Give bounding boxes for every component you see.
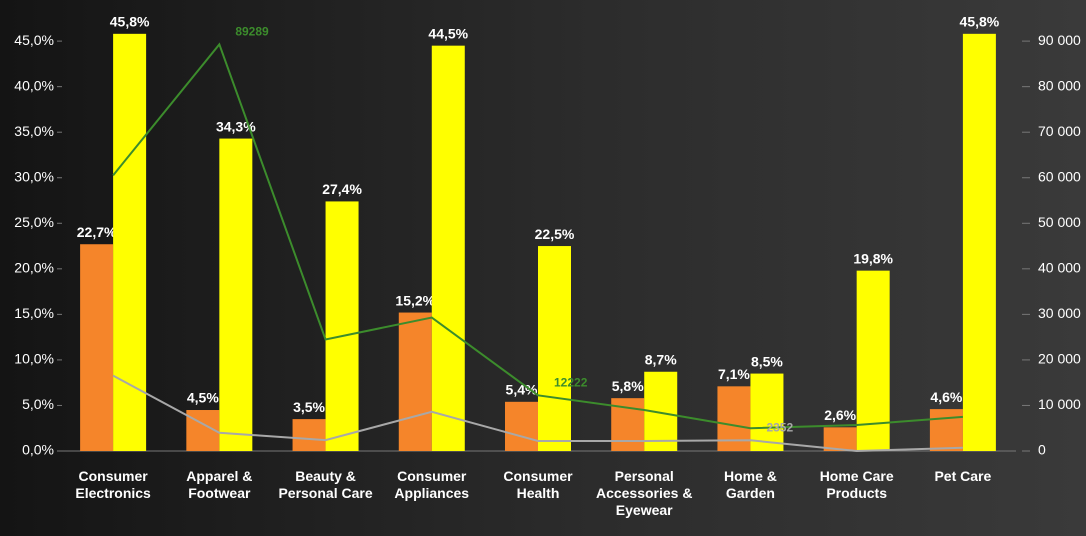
x-tick-label: Consumer Electronics <box>75 468 151 501</box>
value-label: 2,6% <box>824 407 856 423</box>
bar <box>113 33 147 451</box>
bar <box>292 419 326 451</box>
bar <box>962 33 996 451</box>
y2-tick-label: 80 000 <box>1038 77 1081 93</box>
x-tick-label: Consumer Health <box>503 468 573 501</box>
value-label: 4,5% <box>187 390 219 406</box>
value-label: 3,5% <box>293 399 325 415</box>
y-tick-label: 10,0% <box>14 351 54 367</box>
bar <box>823 427 857 451</box>
y2-tick-label: 10 000 <box>1038 396 1081 412</box>
x-tick-label: Consumer Appliances <box>394 468 470 501</box>
y2-tick-label: 0 <box>1038 442 1046 458</box>
y2-tick-label: 60 000 <box>1038 168 1081 184</box>
bar <box>431 45 465 451</box>
bar <box>538 246 571 451</box>
value-label: 4,6% <box>930 389 962 405</box>
y2-tick-label: 50 000 <box>1038 214 1081 230</box>
x-tick-label: Home Care Products <box>819 468 894 501</box>
value-label: 45,8% <box>960 14 1000 30</box>
x-tick-label: Home & Garden <box>723 468 777 501</box>
x-tick-label: Pet Care <box>934 468 992 484</box>
x-tick-label: Beauty & Personal Care <box>278 468 373 501</box>
y-tick-label: 35,0% <box>14 123 54 139</box>
value-label: 27,4% <box>322 181 362 197</box>
value-label: 8,5% <box>751 353 783 369</box>
value-label: 89289 <box>235 25 269 39</box>
y2-tick-label: 90 000 <box>1038 32 1081 48</box>
y-tick-label: 40,0% <box>14 77 54 93</box>
value-label: 8,7% <box>645 351 677 367</box>
y-tick-label: 30,0% <box>14 168 54 184</box>
y-tick-label: 5,0% <box>22 396 54 412</box>
x-tick-label: Apparel & Footwear <box>186 468 253 501</box>
y2-tick-label: 70 000 <box>1038 123 1081 139</box>
value-label: 5,4% <box>506 382 538 398</box>
bar <box>325 201 359 451</box>
value-label: 5,8% <box>612 378 644 394</box>
y2-tick-label: 40 000 <box>1038 260 1081 276</box>
bar <box>929 409 963 451</box>
value-label: 12222 <box>554 376 588 390</box>
value-label: 22,5% <box>535 226 575 242</box>
x-tick-label: Personal Accessories & Eyewear <box>595 468 693 518</box>
value-label: 2352 <box>766 420 793 434</box>
value-label: 44,5% <box>428 25 468 41</box>
bar <box>856 270 890 451</box>
value-label: 7,1% <box>718 366 750 382</box>
line <box>112 42 963 430</box>
bar <box>80 244 114 451</box>
y-tick-label: 15,0% <box>14 305 54 321</box>
value-label: 22,7% <box>77 224 117 240</box>
line <box>112 374 963 453</box>
y-tick-label: 25,0% <box>14 214 54 230</box>
value-label: 19,8% <box>853 250 893 266</box>
y2-tick-label: 30 000 <box>1038 305 1081 321</box>
bar <box>398 312 432 451</box>
y-tick-label: 45,0% <box>14 32 54 48</box>
value-label: 45,8% <box>110 14 150 30</box>
bar <box>219 138 253 452</box>
y-tick-label: 20,0% <box>14 260 54 276</box>
bar <box>750 373 784 451</box>
value-label: 34,3% <box>216 118 256 134</box>
bar <box>505 401 538 451</box>
y2-tick-label: 20 000 <box>1038 351 1081 367</box>
value-label: 15,2% <box>395 292 435 308</box>
y-tick-label: 0,0% <box>22 442 54 458</box>
